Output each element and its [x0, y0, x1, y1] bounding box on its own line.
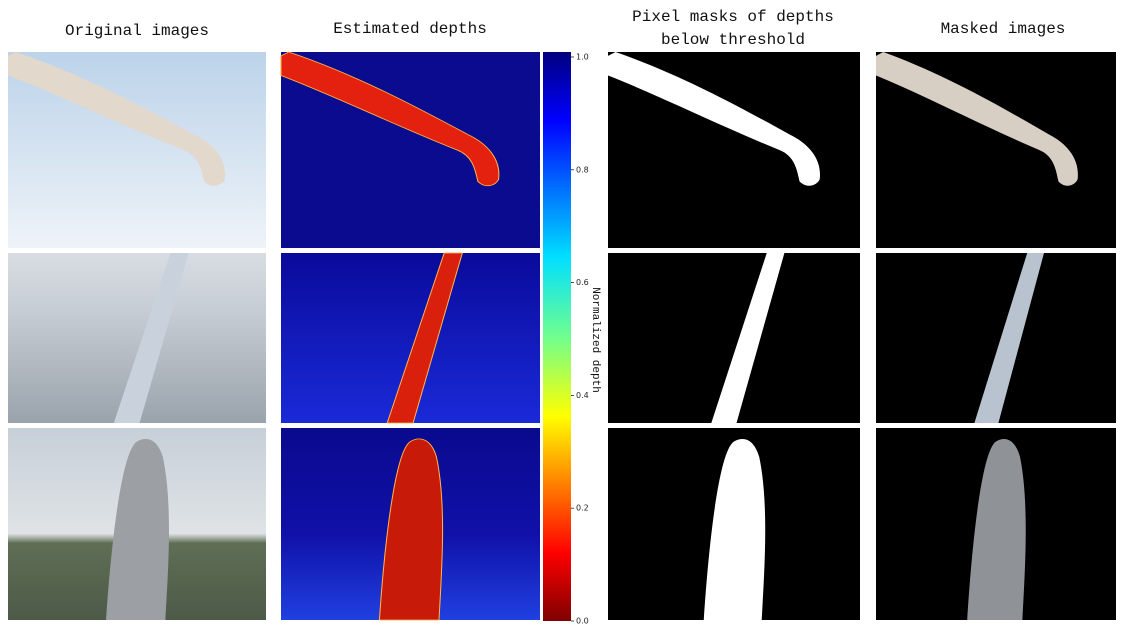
blade: [967, 438, 1026, 620]
blade: [8, 52, 226, 186]
colorbar-tick-label: 0.0: [576, 617, 589, 624]
blade: [113, 253, 189, 423]
blade: [386, 252, 463, 424]
colorbar-tick-label: 1.0: [576, 53, 589, 62]
blade-shape: [106, 438, 169, 620]
blade: [106, 438, 169, 620]
blade-shape: [703, 438, 766, 620]
column-title: Original images: [65, 22, 209, 40]
column-title: below threshold: [661, 31, 805, 49]
colorbar-label: Normalized depth: [589, 287, 601, 393]
column-title: Masked images: [941, 20, 1066, 38]
colorbar-tick-label: 0.2: [576, 504, 589, 513]
blade-shape: [280, 51, 500, 187]
colorbar-tick-label: 0.8: [576, 165, 589, 174]
blade-shape: [8, 52, 226, 186]
colorbar: [543, 52, 571, 621]
blade-shape: [974, 253, 1044, 423]
blade: [378, 438, 444, 621]
blade-shape: [876, 52, 1078, 186]
blade: [280, 51, 500, 187]
blade-shape: [608, 52, 820, 186]
blade: [876, 52, 1078, 186]
blade-shape: [711, 253, 785, 423]
column-title: Pixel masks of depths: [632, 8, 834, 26]
blade: [608, 52, 820, 186]
blade: [703, 438, 766, 620]
blade-shape: [113, 253, 189, 423]
blade: [711, 253, 785, 423]
colorbar-tick-label: 0.4: [576, 391, 589, 400]
blade-shape: [386, 252, 463, 424]
blade-shape: [967, 438, 1026, 620]
colorbar-tick-label: 0.6: [576, 278, 589, 287]
blade: [974, 253, 1044, 423]
column-title: Estimated depths: [333, 20, 487, 38]
blade-shape: [378, 438, 444, 621]
